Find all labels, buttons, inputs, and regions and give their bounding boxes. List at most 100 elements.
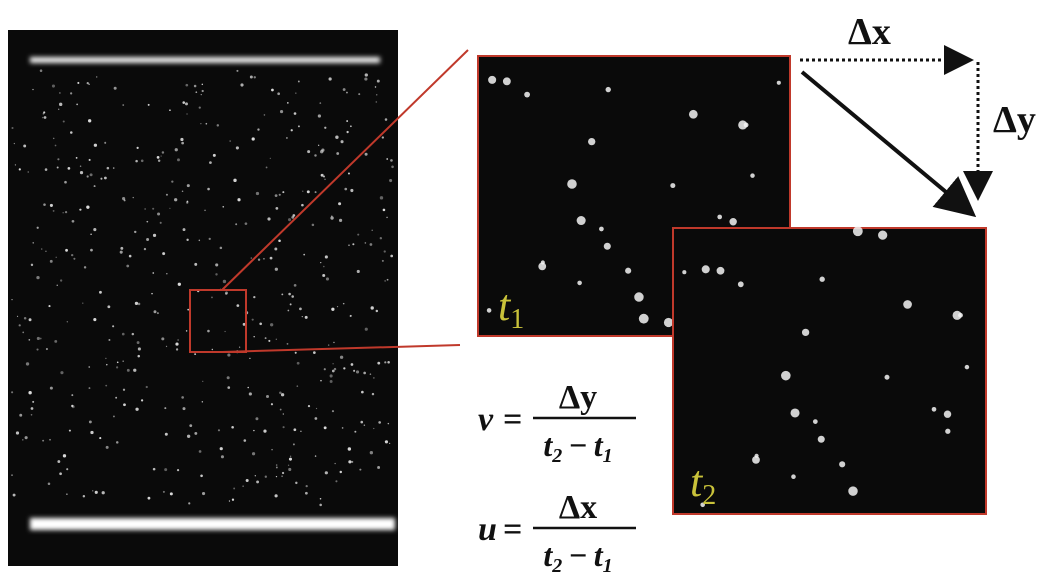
particle [372, 230, 373, 231]
particle [371, 306, 374, 309]
particle [350, 125, 352, 127]
particle [209, 161, 212, 164]
particle [83, 495, 85, 497]
particle [221, 455, 224, 458]
particle [66, 493, 67, 494]
particle [332, 410, 334, 412]
particle [22, 439, 23, 440]
particle [79, 209, 81, 211]
particle [146, 221, 148, 223]
particle [215, 263, 218, 266]
particle [348, 447, 351, 450]
particle [133, 369, 136, 372]
particle [280, 110, 283, 113]
particle [89, 159, 91, 161]
particle [202, 492, 205, 495]
particle [80, 166, 81, 167]
particle [41, 248, 43, 250]
particle [115, 397, 117, 399]
particle [177, 339, 178, 340]
particle [113, 416, 115, 418]
particle [358, 93, 360, 95]
particle [194, 263, 197, 266]
particle [301, 204, 304, 207]
particle [171, 180, 173, 182]
particle [346, 120, 348, 122]
particle [276, 464, 278, 466]
particle [204, 210, 205, 211]
particle [186, 202, 188, 204]
particle [389, 443, 390, 444]
particle [127, 369, 130, 372]
particle [236, 304, 239, 307]
particle [343, 303, 345, 305]
particle [389, 179, 392, 182]
particle [185, 102, 188, 105]
particle [201, 94, 202, 95]
particle [255, 475, 256, 476]
particle [322, 274, 325, 277]
particle [222, 206, 224, 208]
particle [194, 85, 197, 88]
particle [363, 372, 366, 375]
particle [295, 93, 296, 94]
particle [385, 441, 387, 443]
particle [384, 280, 386, 282]
particle [350, 315, 352, 317]
particle [82, 302, 83, 303]
particle [340, 471, 342, 473]
particle [232, 499, 234, 501]
particle [186, 239, 188, 241]
particle [68, 167, 71, 170]
particle [384, 361, 386, 363]
particle [365, 328, 368, 331]
particle [116, 366, 118, 368]
particle [146, 238, 149, 241]
particle [282, 191, 284, 193]
particle [377, 466, 380, 469]
particle [122, 333, 125, 336]
particle [152, 272, 154, 274]
particle [70, 92, 72, 94]
particle [19, 324, 21, 326]
particle [276, 339, 277, 340]
particle [341, 140, 344, 143]
particle [48, 482, 51, 485]
particle [87, 175, 89, 177]
dy-label: Δy [993, 99, 1036, 141]
particle [278, 239, 281, 242]
particle [365, 153, 368, 156]
particle [137, 355, 140, 358]
particle [31, 414, 33, 416]
eq-numerator: Δx [559, 489, 597, 526]
particle [588, 138, 595, 145]
particle [46, 348, 48, 350]
particle [328, 344, 329, 345]
particle [252, 452, 255, 455]
particle [36, 348, 38, 350]
particle [206, 123, 208, 125]
particle [351, 363, 354, 366]
frame-sub: 2 [702, 480, 716, 511]
particle [270, 257, 273, 260]
particle [352, 243, 354, 245]
particle [188, 502, 190, 504]
particle [56, 257, 57, 258]
particle [45, 251, 46, 252]
particle [326, 277, 329, 280]
particle [14, 143, 15, 144]
particle [11, 127, 13, 129]
particle [270, 323, 273, 326]
particle [113, 167, 115, 169]
particle [302, 191, 303, 192]
den-op: − [568, 537, 587, 573]
particle [19, 414, 22, 417]
particle [28, 391, 31, 394]
particle [227, 353, 230, 356]
particle [377, 362, 380, 365]
particle [293, 428, 296, 431]
particle [302, 316, 303, 317]
particle [802, 329, 809, 336]
particle [257, 128, 259, 130]
particle [63, 120, 65, 122]
